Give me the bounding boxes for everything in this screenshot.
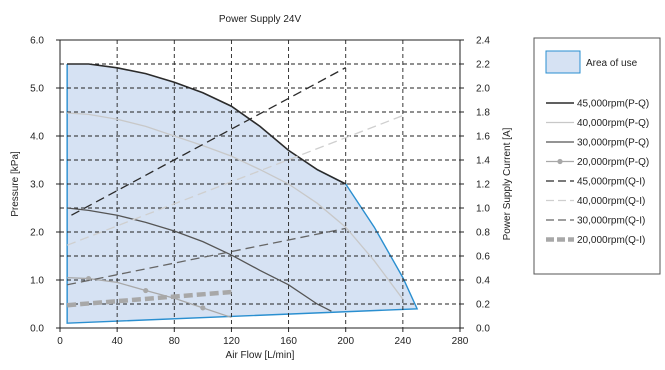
y-tick-label: 3.0 — [30, 180, 44, 191]
legend-label-3: 20,000rpm(P-Q) — [577, 157, 649, 168]
y2-tick-label: 0.0 — [476, 324, 490, 335]
y2-tick-label: 1.8 — [476, 108, 490, 119]
y2-tick-label: 2.2 — [476, 60, 490, 71]
series-line-1 — [67, 112, 404, 300]
y-tick-label: 2.0 — [30, 228, 44, 239]
x-tick-label: 280 — [452, 336, 469, 347]
x-tick-label: 200 — [337, 336, 354, 347]
legend-label-7: 20,000rpm(Q-I) — [577, 235, 645, 246]
x-tick-label: 160 — [280, 336, 297, 347]
y-tick-label: 6.0 — [30, 36, 44, 47]
y2-tick-label: 1.4 — [476, 156, 490, 167]
y-axis-title: Pressure [kPa] — [10, 151, 21, 217]
plot-area — [60, 40, 460, 328]
legend-marker-3 — [557, 158, 563, 165]
series-line-7 — [66, 289, 232, 308]
series-marker-3 — [143, 287, 149, 294]
axes: 0 40 80 120 160 200 240 280 0.0 1.0 2.0 3.0 4.0 5.0 6.… — [10, 14, 513, 361]
y-tick-label: 0.0 — [30, 324, 44, 335]
x-tick-label: 120 — [223, 336, 240, 347]
y2-tick-label: 1.2 — [476, 180, 490, 191]
series-line-5 — [66, 114, 404, 246]
y2-axis-title: Power Supply Current [A] — [502, 127, 513, 240]
series-line-4 — [71, 67, 347, 216]
y2-tick-label: 0.2 — [476, 300, 490, 311]
x-tick-label: 240 — [395, 336, 412, 347]
legend: Area of use 45,000rpm(P-Q) 40,000rpm(P-Q) 3… — [533, 37, 661, 275]
legend-label-6: 30,000rpm(Q-I) — [577, 216, 645, 227]
legend-label-1: 40,000rpm(P-Q) — [577, 118, 649, 129]
y2-tick-label: 2.4 — [476, 36, 490, 47]
legend-label-4: 45,000rpm(Q-I) — [577, 177, 645, 188]
y2-tick-label: 1.0 — [476, 204, 490, 215]
x-tick-label: 80 — [169, 336, 181, 347]
series-line-6 — [67, 227, 346, 286]
series-line-0 — [67, 63, 347, 185]
series-line-2 — [67, 207, 332, 312]
series-marker-3 — [85, 275, 92, 282]
legend-label-5: 40,000rpm(Q-I) — [577, 196, 645, 207]
legend-label-0: 45,000rpm(P-Q) — [577, 99, 649, 110]
y-tick-label: 4.0 — [30, 132, 44, 143]
x-tick-label: 0 — [57, 336, 63, 347]
y2-tick-label: 2.0 — [476, 84, 490, 95]
y2-tick-label: 0.8 — [476, 228, 490, 239]
legend-box — [533, 37, 661, 275]
y2-tick-label: 0.4 — [476, 276, 490, 287]
series-marker-3 — [200, 305, 206, 311]
x-tick-label: 40 — [112, 336, 124, 347]
legend-swatch-area — [545, 50, 581, 74]
y-tick-label: 1.0 — [30, 276, 44, 287]
legend-label-2: 30,000rpm(P-Q) — [577, 138, 649, 149]
y-tick-label: 5.0 — [30, 84, 44, 95]
y2-tick-label: 0.6 — [476, 252, 490, 263]
y2-tick-label: 1.6 — [476, 132, 490, 143]
chart-title: Power Supply 24V — [219, 14, 302, 25]
legend-label-area: Area of use — [586, 58, 638, 69]
x-axis-title: Air Flow [L/min] — [226, 350, 295, 361]
